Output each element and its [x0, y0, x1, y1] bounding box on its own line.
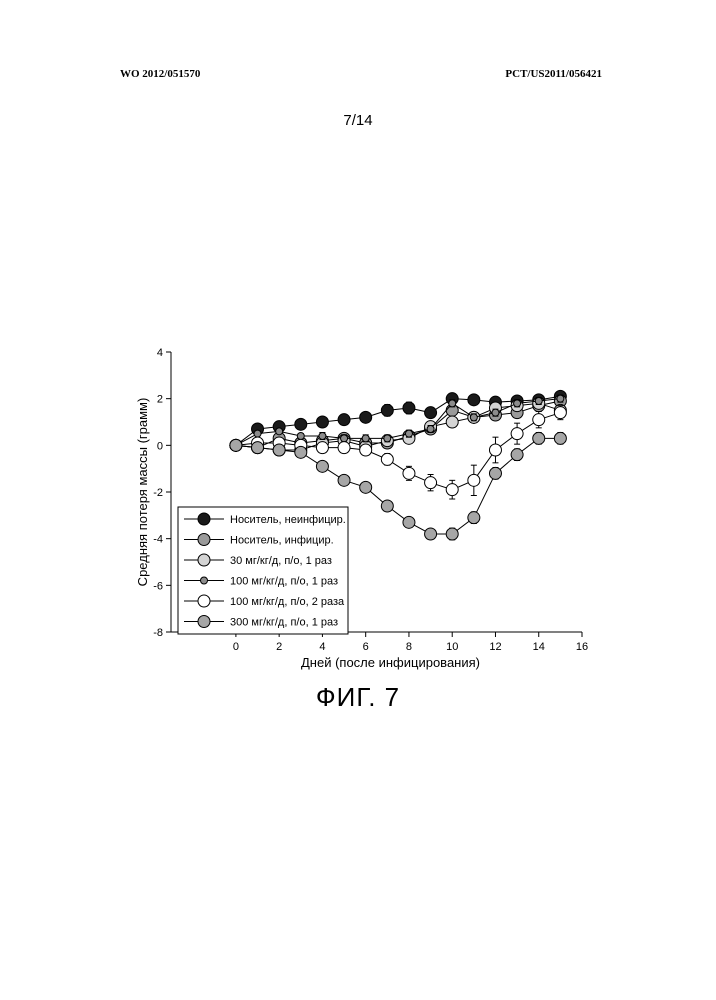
- data-point: [449, 400, 456, 407]
- y-tick-label: 0: [157, 440, 163, 452]
- data-point: [489, 444, 501, 456]
- data-point: [403, 402, 415, 414]
- y-axis-label: Средняя потеря массы (грамм): [135, 398, 150, 587]
- data-point: [297, 433, 304, 440]
- data-point: [362, 435, 369, 442]
- data-point: [492, 409, 499, 416]
- y-tick-label: -4: [153, 534, 163, 546]
- data-point: [384, 435, 391, 442]
- data-point: [514, 400, 521, 407]
- legend-marker: [198, 616, 210, 628]
- x-tick-label: 6: [363, 641, 369, 653]
- x-tick-label: 4: [319, 641, 325, 653]
- data-point: [425, 528, 437, 540]
- data-point: [425, 407, 437, 419]
- legend-marker: [198, 534, 210, 546]
- legend-entry: Носитель, инфицир.: [230, 535, 334, 547]
- data-point: [468, 474, 480, 486]
- data-point: [381, 500, 393, 512]
- x-tick-label: 8: [406, 641, 412, 653]
- data-point: [341, 435, 348, 442]
- data-point: [360, 444, 372, 456]
- data-point: [533, 414, 545, 426]
- data-point: [381, 404, 393, 416]
- figure-caption: ФИГ. 7: [0, 682, 716, 713]
- data-point: [316, 460, 328, 472]
- legend-marker: [198, 554, 210, 566]
- y-tick-label: 2: [157, 394, 163, 406]
- data-point: [252, 442, 264, 454]
- x-tick-label: 14: [533, 641, 545, 653]
- data-point: [554, 407, 566, 419]
- data-point: [511, 428, 523, 440]
- data-point: [425, 477, 437, 489]
- data-point: [446, 528, 458, 540]
- data-point: [360, 481, 372, 493]
- data-point: [316, 442, 328, 454]
- data-point: [360, 411, 372, 423]
- data-point: [427, 426, 434, 433]
- data-point: [254, 430, 261, 437]
- data-point: [295, 418, 307, 430]
- y-tick-label: 4: [157, 347, 163, 359]
- legend-marker: [198, 513, 210, 525]
- weight-loss-chart: 4 2 0 -2 -4 -6 -8 0 2 4 6 8 10 12 14 16 Дней (после инфи…: [0, 0, 716, 680]
- data-point: [338, 414, 350, 426]
- legend-entry: 30 мг/кг/д, п/о, 1 раз: [230, 555, 332, 567]
- data-point: [230, 439, 242, 451]
- legend-entry: 100 мг/кг/д, п/о, 2 раза: [230, 596, 345, 608]
- data-point: [535, 398, 542, 405]
- legend-box: [178, 507, 348, 634]
- legend-marker: [201, 577, 208, 584]
- data-point: [446, 484, 458, 496]
- data-point: [468, 512, 480, 524]
- x-tick-label: 12: [489, 641, 501, 653]
- legend-marker: [198, 595, 210, 607]
- x-axis-label: Дней (после инфицирования): [301, 655, 480, 670]
- x-tick-label: 2: [276, 641, 282, 653]
- y-tick-label: -2: [153, 487, 163, 499]
- data-point: [316, 416, 328, 428]
- data-point: [533, 432, 545, 444]
- data-point: [403, 467, 415, 479]
- data-point: [338, 474, 350, 486]
- data-point: [470, 414, 477, 421]
- data-point: [489, 467, 501, 479]
- data-point: [381, 453, 393, 465]
- legend-entry: 100 мг/кг/д, п/о, 1 раз: [230, 576, 338, 588]
- x-tick-label: 16: [576, 641, 588, 653]
- data-point: [554, 432, 566, 444]
- data-point: [338, 442, 350, 454]
- data-point: [446, 416, 458, 428]
- x-tick-label: 10: [446, 641, 458, 653]
- legend-entry: Носитель, неинфицир.: [230, 514, 346, 526]
- x-tick-label: 0: [233, 641, 239, 653]
- y-tick-label: -6: [153, 580, 163, 592]
- legend-entry: 300 мг/кг/д, п/о, 1 раз: [230, 617, 338, 629]
- data-point: [557, 395, 564, 402]
- chart-legend: Носитель, неинфицир. Носитель, инфицир. 30…: [178, 507, 348, 634]
- data-point: [403, 516, 415, 528]
- data-point: [319, 433, 326, 440]
- data-point: [511, 449, 523, 461]
- y-tick-label: -8: [153, 627, 163, 639]
- data-point: [468, 394, 480, 406]
- data-point: [405, 430, 412, 437]
- data-point: [295, 446, 307, 458]
- data-point: [276, 428, 283, 435]
- data-point: [273, 444, 285, 456]
